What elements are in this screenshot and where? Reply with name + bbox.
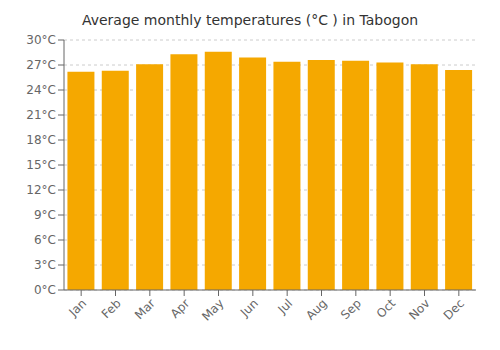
svg-text:Dec: Dec — [441, 296, 467, 322]
svg-text:Jul: Jul — [274, 296, 295, 317]
svg-text:15°C: 15°C — [26, 158, 56, 172]
svg-text:Mar: Mar — [132, 296, 158, 322]
svg-text:6°C: 6°C — [34, 233, 56, 247]
svg-text:21°C: 21°C — [26, 108, 56, 122]
svg-text:27°C: 27°C — [26, 58, 56, 72]
svg-text:9°C: 9°C — [34, 208, 56, 222]
svg-text:Nov: Nov — [406, 296, 432, 322]
svg-text:Aug: Aug — [303, 296, 329, 322]
svg-text:Apr: Apr — [168, 296, 193, 321]
svg-text:18°C: 18°C — [26, 133, 56, 147]
svg-text:24°C: 24°C — [26, 83, 56, 97]
svg-text:Oct: Oct — [374, 296, 399, 321]
svg-text:May: May — [199, 296, 226, 323]
svg-text:Sep: Sep — [338, 296, 364, 322]
svg-text:3°C: 3°C — [34, 258, 56, 272]
html-text:Average monthly temperatures (: Average monthly temperatures (°C ) in Ta… — [81, 12, 419, 28]
svg-text:Jun: Jun — [237, 296, 261, 320]
svg-text:12°C: 12°C — [26, 183, 56, 197]
svg-text:0°C: 0°C — [34, 283, 56, 297]
svg-text:Jan: Jan — [66, 296, 90, 320]
svg-text:Feb: Feb — [99, 296, 124, 321]
svg-text:30°C: 30°C — [26, 33, 56, 47]
